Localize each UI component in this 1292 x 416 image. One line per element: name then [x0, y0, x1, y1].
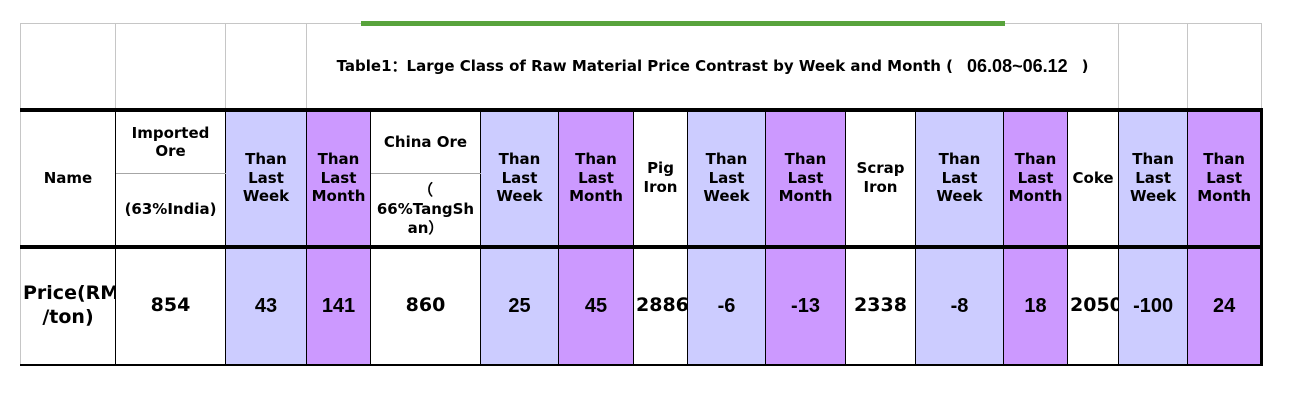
header-subrow: (63%India) （ 66%TangSh an）: [21, 173, 1262, 247]
header-pig-iron: Pig Iron: [633, 107, 688, 247]
title-text: Table1：Large Class of Raw Material Price…: [336, 56, 954, 75]
header-imported-ore: Imported Ore: [115, 107, 226, 174]
header-scrap-iron-week: Than Last Week: [915, 107, 1004, 247]
raw-material-price-table: Table1：Large Class of Raw Material Price…: [20, 23, 1264, 366]
header-row: Name Imported Ore Than Last Week Than La…: [20, 107, 1264, 247]
value-coke-price: 2050: [1066, 244, 1120, 366]
empty-grid-cell: [20, 23, 116, 110]
header-pig-iron-month: Than Last Month: [765, 107, 846, 247]
empty-grid-cell: [225, 23, 307, 110]
header-pig-iron-week: Than Last Week: [687, 107, 766, 247]
header-china-ore-week: Than Last Week: [480, 107, 559, 247]
header-imported-ore-grade: (63%India): [115, 173, 226, 247]
value-china-ore-price: 860: [370, 244, 481, 366]
price-row-label: Price(RMB /ton): [20, 244, 116, 366]
price-row: Price(RMB /ton) 854 43 141 860 25 45 288…: [20, 244, 1264, 366]
empty-grid-cell: [115, 23, 226, 110]
value-scrap-iron-month: 18: [1003, 244, 1068, 366]
green-underline-bar: [361, 21, 1005, 26]
value-coke-month: 24: [1187, 244, 1264, 366]
value-pig-iron-month: -13: [765, 244, 846, 366]
header-scrap-iron-month: Than Last Month: [1003, 107, 1068, 247]
header-imported-ore-week: Than Last Week: [225, 107, 307, 247]
value-imported-ore-week: 43: [225, 244, 307, 366]
header-china-ore-month: Than Last Month: [558, 107, 634, 247]
header-name: Name: [20, 107, 116, 247]
title-date-range: 06.08~06.12: [967, 55, 1068, 76]
value-pig-iron-price: 2886: [633, 244, 688, 366]
header-china-ore-grade: （ 66%TangSh an）: [370, 173, 481, 247]
value-coke-week: -100: [1118, 244, 1189, 366]
value-pig-iron-week: -6: [687, 244, 766, 366]
header-imported-ore-month: Than Last Month: [306, 107, 371, 247]
table-title: Table1：Large Class of Raw Material Price…: [305, 23, 1120, 110]
title-row: Table1：Large Class of Raw Material Price…: [20, 23, 1263, 110]
value-china-ore-month: 45: [558, 244, 634, 366]
header-coke-month: Than Last Month: [1187, 107, 1264, 247]
title-close-paren: ): [1081, 56, 1089, 75]
header-china-ore: China Ore: [370, 107, 481, 174]
empty-grid-cell: [1187, 23, 1263, 110]
value-imported-ore-price: 854: [115, 244, 226, 366]
value-scrap-iron-price: 2338: [845, 244, 916, 366]
empty-grid-cell: [1118, 23, 1189, 110]
header-coke: Coke: [1066, 107, 1120, 247]
value-scrap-iron-week: -8: [915, 244, 1004, 366]
value-imported-ore-month: 141: [306, 244, 371, 366]
value-china-ore-week: 25: [480, 244, 559, 366]
header-scrap-iron: Scrap Iron: [845, 107, 916, 247]
header-coke-week: Than Last Week: [1118, 107, 1189, 247]
